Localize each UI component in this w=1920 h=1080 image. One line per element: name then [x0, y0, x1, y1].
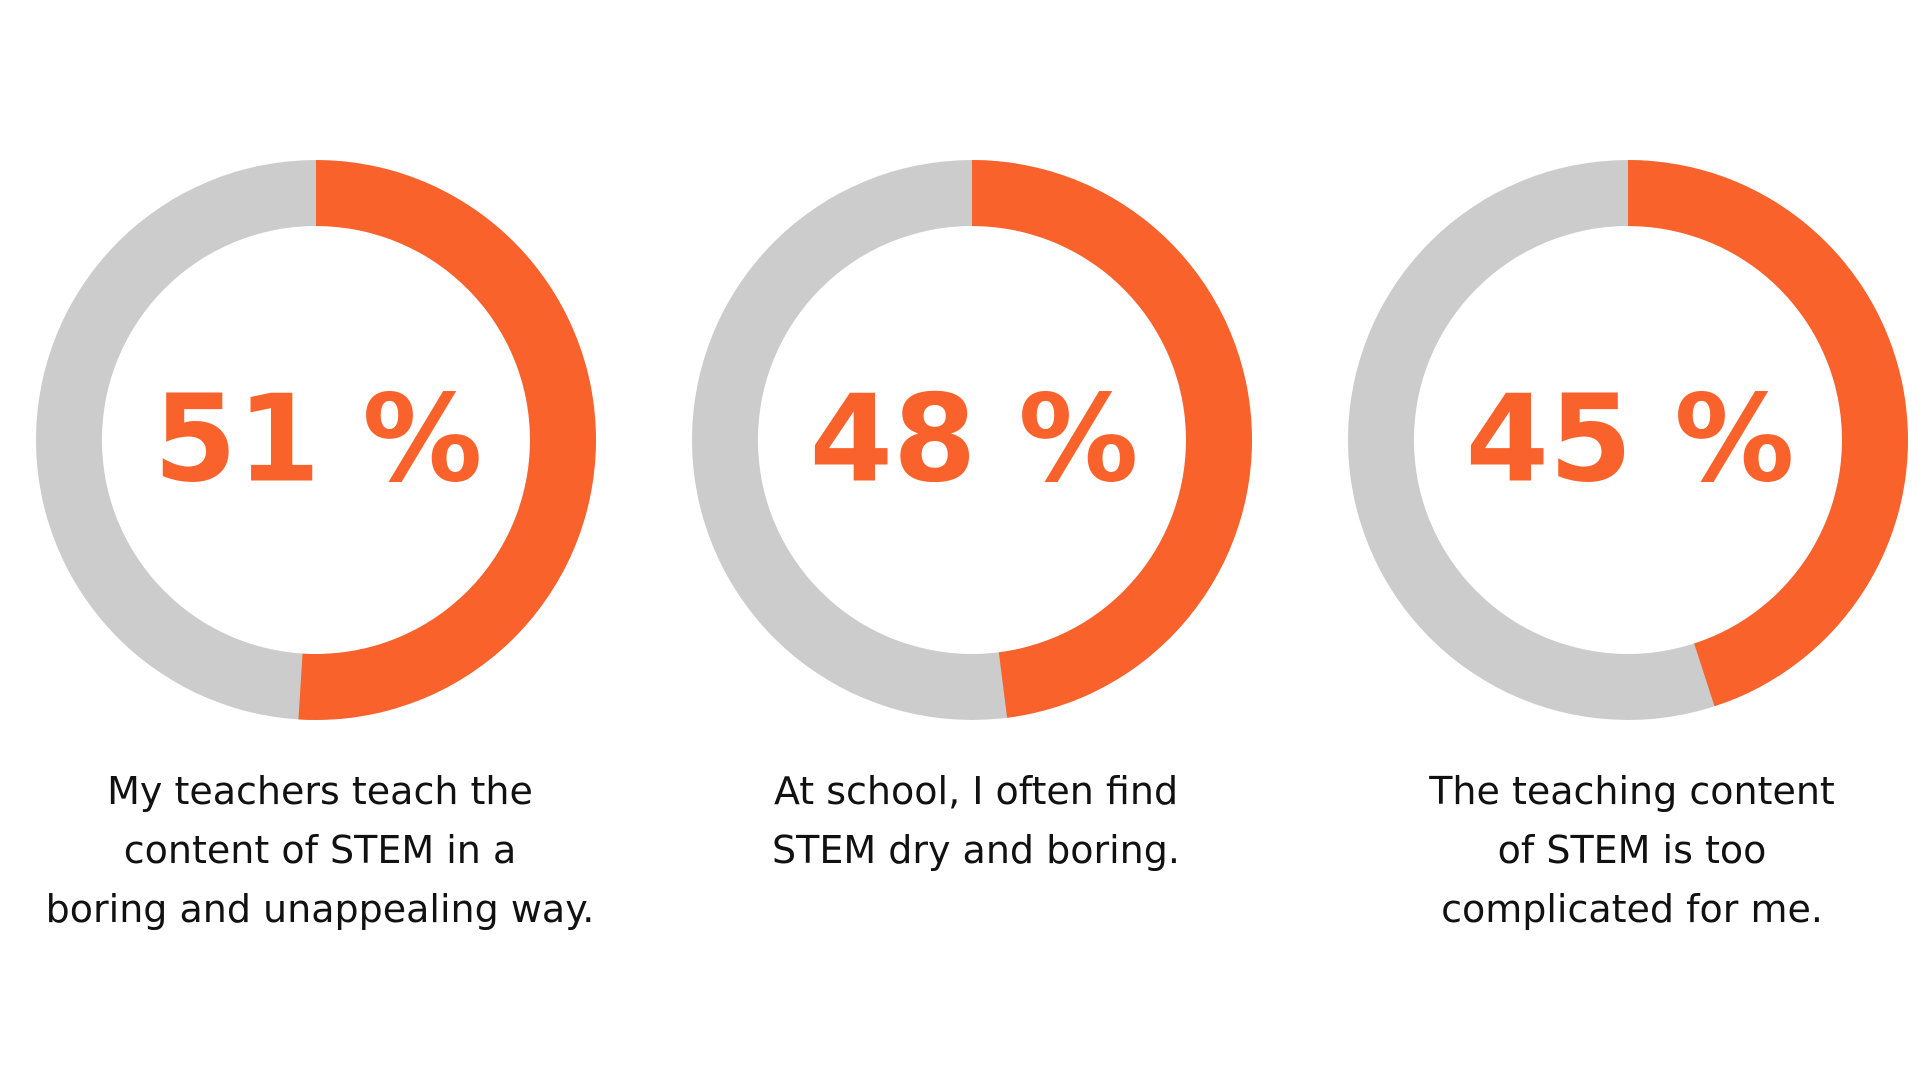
donut-svg-3: 45 %	[1348, 160, 1908, 720]
caption-1: My teachers teach the content of STEM in…	[10, 762, 630, 939]
donut-value-arc-1	[298, 160, 596, 720]
percentage-label-2: 48 %	[809, 371, 1138, 510]
donut-chart-2: 48 % At school, I often find STEM dry an…	[656, 0, 1296, 1080]
caption-3-line-3: complicated for me.	[1441, 887, 1823, 931]
caption-3-line-1: The teaching content	[1429, 769, 1835, 813]
donut-svg-2: 48 %	[692, 160, 1253, 720]
donut-chart-3: 45 % The teaching content of STEM is too…	[1312, 0, 1920, 1080]
caption-1-line-1: My teachers teach the	[107, 769, 533, 813]
percentage-label-1: 51 %	[153, 371, 482, 510]
caption-3: The teaching content of STEM is too comp…	[1322, 762, 1920, 939]
percentage-label-3: 45 %	[1465, 371, 1794, 510]
caption-2: At school, I often find STEM dry and bor…	[666, 762, 1286, 880]
caption-2-line-1: At school, I often find	[773, 769, 1179, 813]
caption-3-line-2: of STEM is too	[1497, 828, 1767, 872]
caption-1-line-3: boring and unappealing way.	[45, 887, 595, 931]
donut-chart-1: 51 % My teachers teach the content of ST…	[0, 0, 640, 1080]
donut-value-arc-2	[972, 160, 1253, 718]
caption-2-line-2: STEM dry and boring.	[772, 828, 1180, 872]
donut-value-arc-3	[1628, 160, 1908, 707]
donut-svg-1: 51 %	[36, 160, 596, 720]
caption-1-line-2: content of STEM in a	[123, 828, 517, 872]
